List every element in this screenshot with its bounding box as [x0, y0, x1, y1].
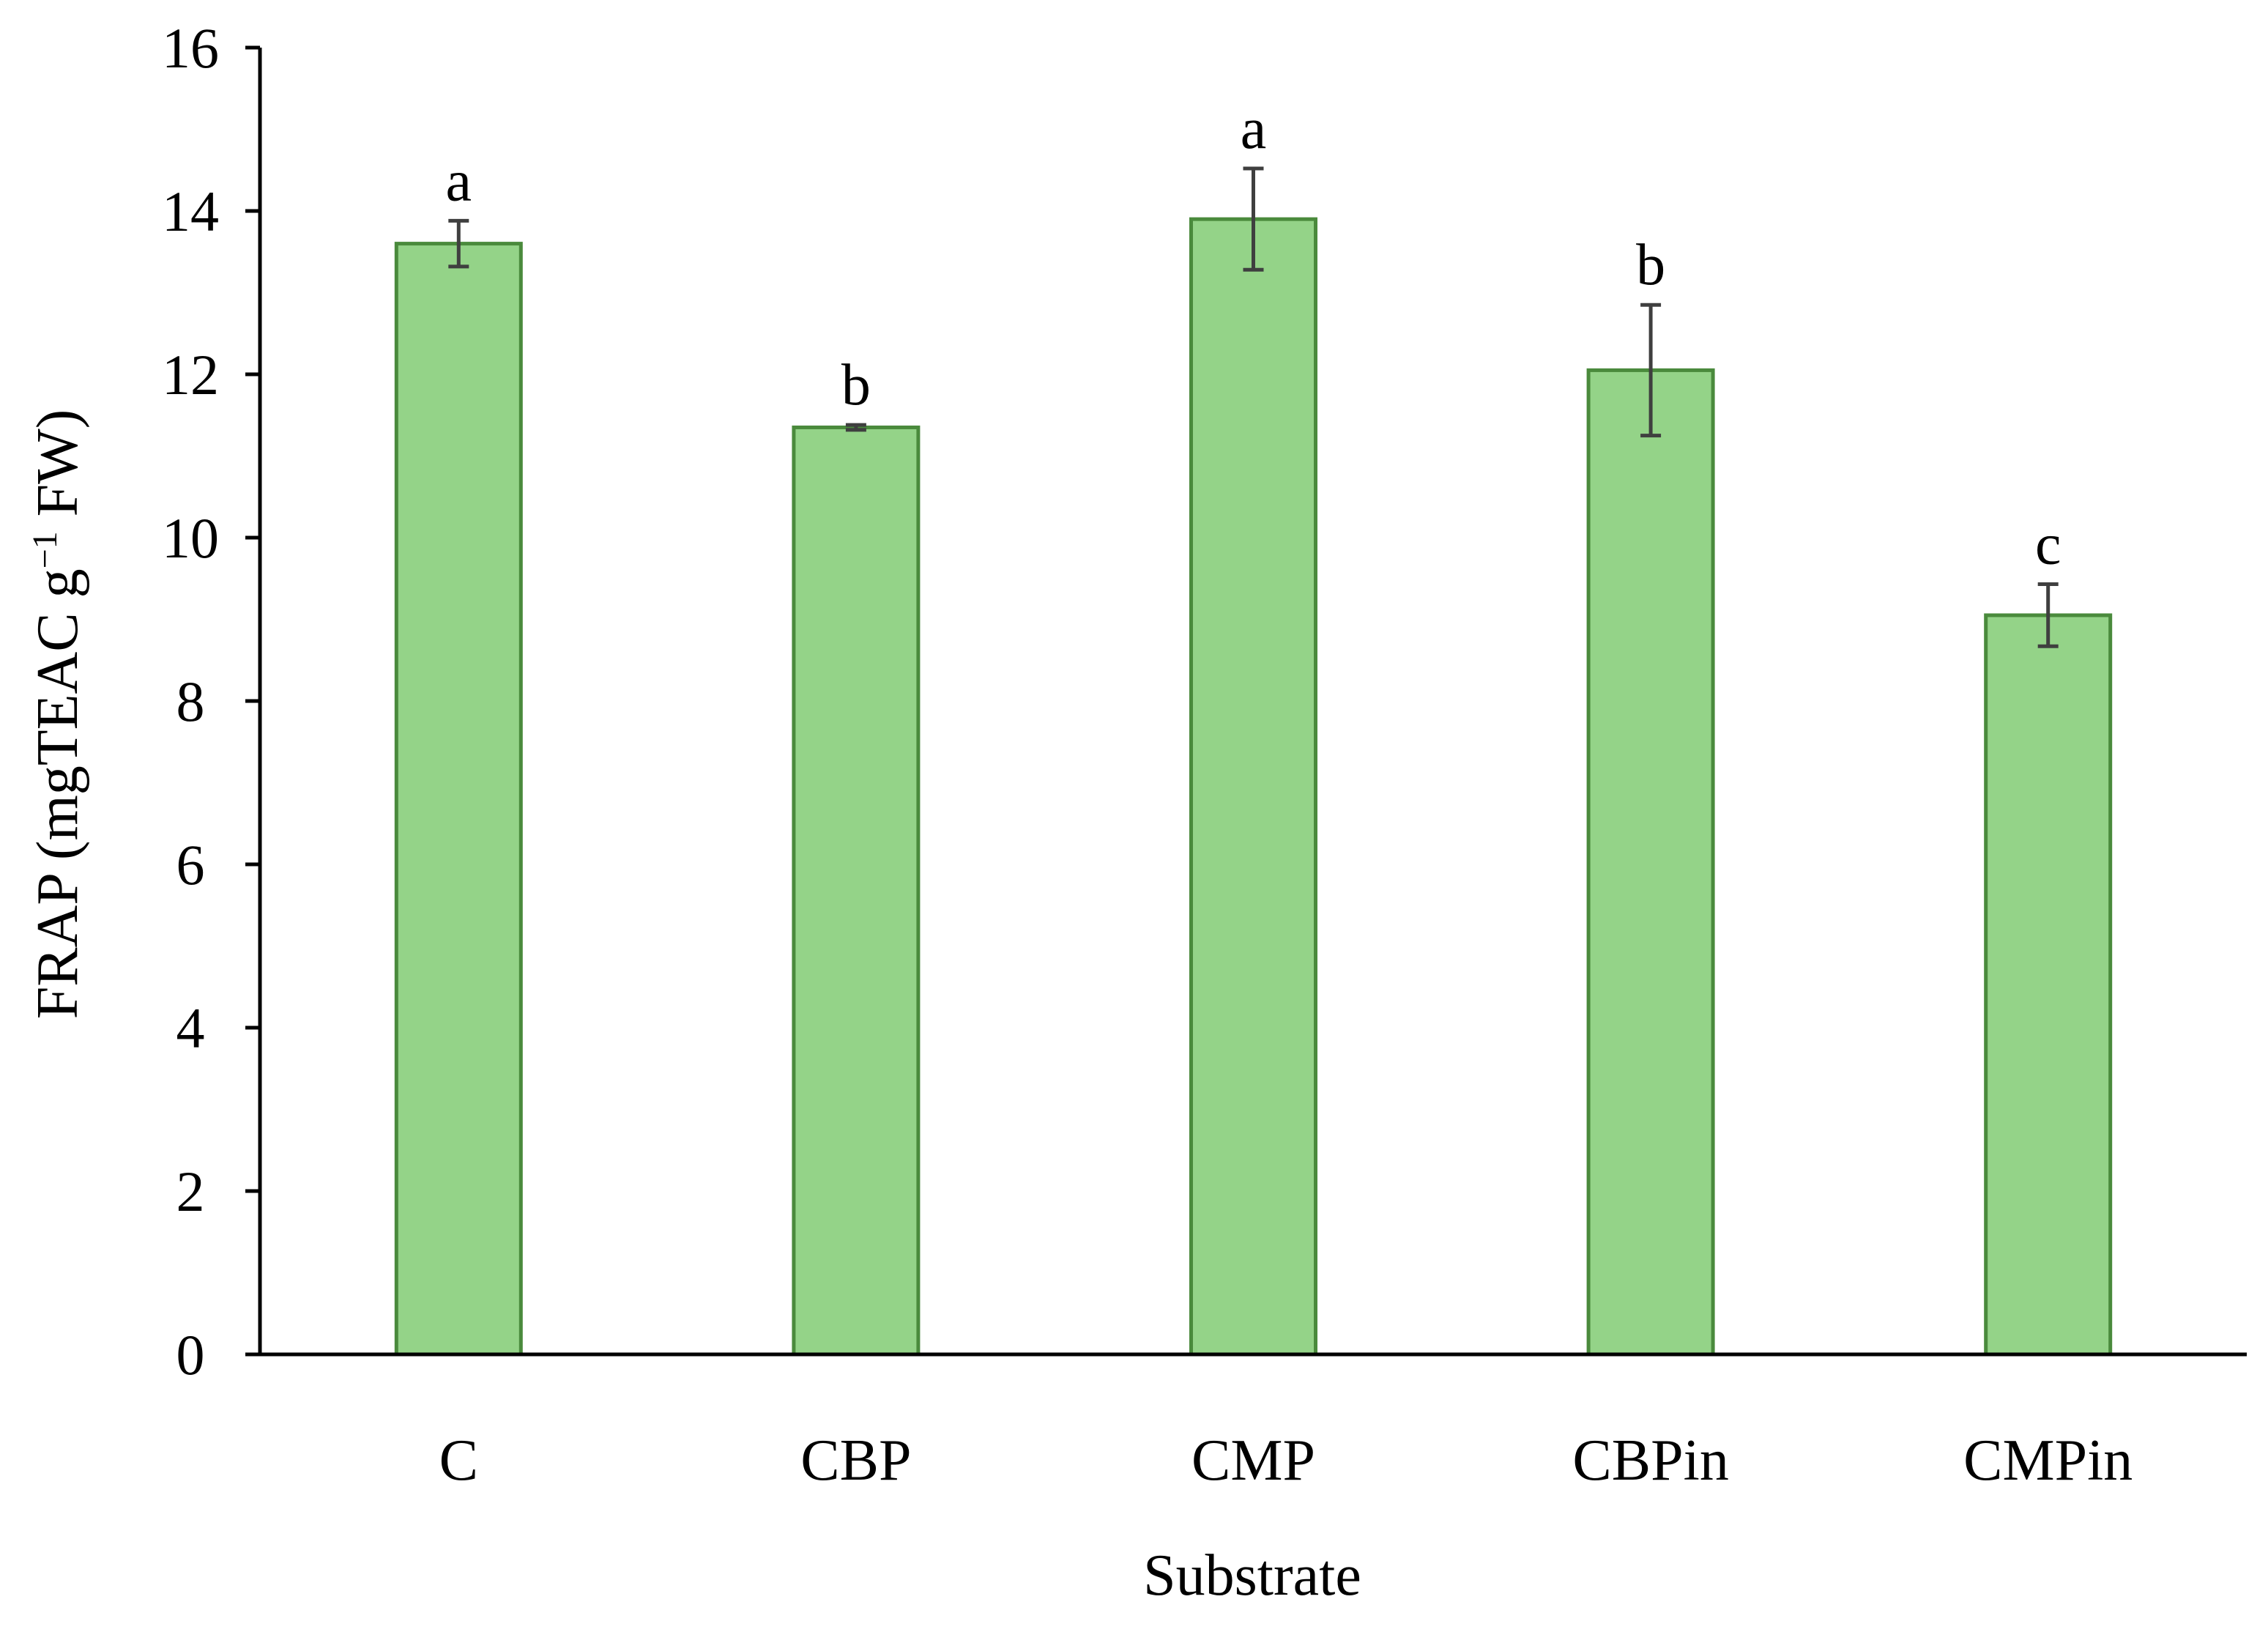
significance-letter-cbpin: b [1636, 233, 1665, 297]
y-tick-label: 14 [162, 179, 219, 243]
error-bar-cbpin [1640, 303, 1662, 438]
y-axis-title-main: FRAP (mgTEAC g [26, 568, 90, 1019]
x-category-label-cmp: CMP [1191, 1428, 1315, 1493]
y-tick-label: 10 [162, 506, 219, 570]
significance-letter-cbp: b [841, 353, 871, 418]
bar-cmpin [1984, 613, 2113, 1357]
y-tick-label: 2 [176, 1160, 205, 1223]
y-axis-title-suffix: FW) [26, 409, 90, 532]
error-bars-layer [448, 166, 2059, 648]
y-tick-label: 0 [176, 1323, 205, 1387]
error-bar-cmp [1243, 166, 1264, 272]
significance-letter-cmpin: c [2035, 513, 2061, 577]
y-tick-label: 8 [176, 670, 205, 733]
significance-letter-cmp: a [1241, 97, 1267, 161]
bar-c [394, 242, 523, 1357]
error-bar-cbp [845, 423, 866, 432]
x-category-label-cbp: CBP [800, 1428, 911, 1493]
y-axis-title: FRAP (mgTEAC g−1 FW) [26, 409, 90, 1020]
y-axis-title-superscript: −1 [26, 531, 64, 568]
y-tick-label: 4 [176, 996, 205, 1060]
significance-letters-layer: a b a b c [446, 97, 2061, 577]
y-tick-label: 6 [176, 833, 205, 897]
x-axis-title: Substrate [1143, 1543, 1361, 1608]
error-bar-cmpin [2037, 582, 2059, 648]
bar-cmp [1189, 217, 1317, 1357]
bars-layer [394, 217, 2113, 1357]
y-ticks-layer: 0 2 4 6 8 10 12 14 16 [162, 16, 260, 1387]
y-tick-label: 16 [162, 16, 219, 80]
x-category-label-cbpin: CBPin [1572, 1428, 1728, 1493]
x-category-label-cmpin: CMPin [1963, 1428, 2133, 1493]
error-bar-c [448, 218, 469, 269]
x-category-label-c: C [439, 1428, 478, 1493]
significance-letter-c: a [446, 149, 472, 213]
y-tick-label: 12 [162, 343, 219, 407]
x-category-labels-layer: C CBP CMP CBPin CMPin [439, 1428, 2133, 1493]
bar-cbp [792, 425, 921, 1357]
bar-cbpin [1586, 368, 1715, 1357]
